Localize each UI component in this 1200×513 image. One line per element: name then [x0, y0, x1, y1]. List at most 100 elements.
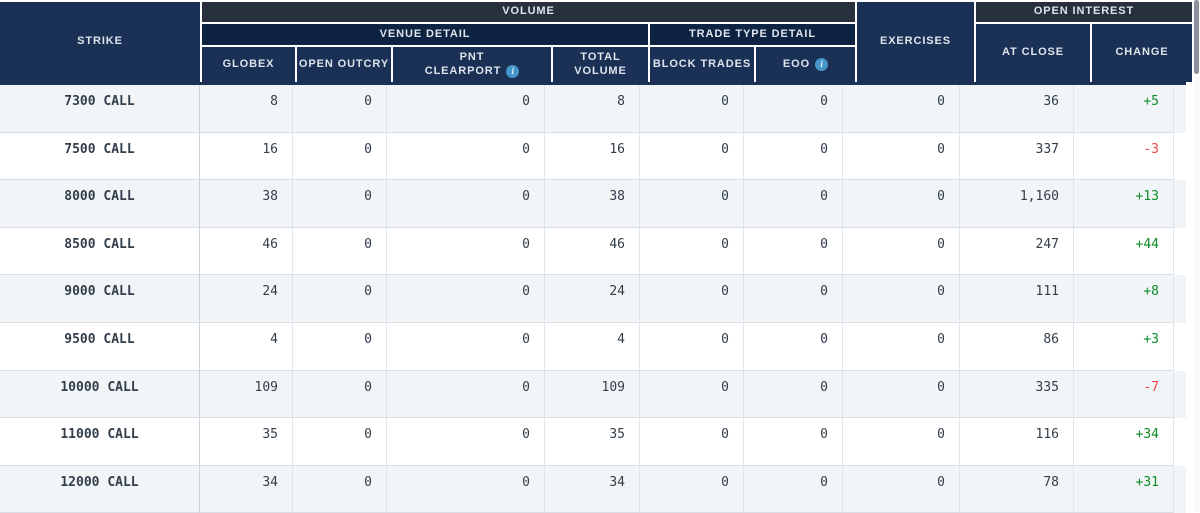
total-volume-cell: 4: [545, 322, 640, 371]
open-outcry-label: OPEN OUTCRY: [298, 57, 390, 70]
group-header-volume: VOLUME: [202, 2, 855, 22]
globex-cell: 24: [200, 275, 293, 323]
open-outcry-cell: 0: [293, 275, 387, 323]
globex-label: GLOBEX: [222, 57, 275, 70]
eoo-cell: 0: [744, 227, 843, 276]
table-row: 9500 CALL 4 0 0 4 0 0 0 86 +3: [0, 322, 1186, 371]
exercises-cell: 0: [843, 275, 960, 323]
globex-cell: 4: [200, 322, 293, 371]
change-cell: -7: [1074, 370, 1174, 419]
exercises-cell: 0: [843, 180, 960, 228]
total-volume-cell: 46: [545, 227, 640, 276]
at-close-cell: 1,160: [960, 180, 1074, 228]
block-trades-cell: 0: [640, 465, 744, 513]
globex-cell: 109: [200, 370, 293, 419]
block-trades-cell: 0: [640, 132, 744, 181]
strike-cell: 10000 CALL: [0, 370, 200, 419]
volume-label: VOLUME: [502, 5, 555, 18]
column-header-eoo: EOO i: [756, 47, 855, 82]
pnt-clearport-cell: 0: [387, 465, 545, 513]
eoo-info-icon[interactable]: i: [815, 58, 829, 71]
table-row: 11000 CALL 35 0 0 35 0 0 0 116 +34: [0, 418, 1186, 466]
globex-cell: 46: [200, 227, 293, 276]
eoo-label: EOO: [782, 57, 811, 70]
total-volume-cell: 109: [545, 370, 640, 419]
at-close-cell: 335: [960, 370, 1074, 419]
open-outcry-cell: 0: [293, 322, 387, 371]
change-cell: +5: [1074, 85, 1174, 133]
column-header-exercises: EXERCISES: [857, 2, 974, 82]
table-row: 10000 CALL 109 0 0 109 0 0 0 335 -7: [0, 370, 1186, 419]
open-outcry-cell: 0: [293, 418, 387, 466]
pnt-clearport-cell: 0: [387, 418, 545, 466]
strike-cell: 9500 CALL: [0, 322, 200, 371]
at-close-cell: 86: [960, 322, 1074, 371]
at-close-cell: 36: [960, 85, 1074, 133]
change-cell: +31: [1074, 465, 1174, 513]
pnt-label: PNT: [459, 50, 485, 63]
open-outcry-cell: 0: [293, 85, 387, 133]
at-close-cell: 111: [960, 275, 1074, 323]
total-volume-cell: 38: [545, 180, 640, 228]
eoo-cell: 0: [744, 132, 843, 181]
strike-cell: 7500 CALL: [0, 132, 200, 181]
column-header-open-outcry: OPEN OUTCRY: [297, 47, 391, 82]
change-label: CHANGE: [1115, 46, 1169, 59]
strike-label: STRIKE: [77, 35, 123, 48]
strike-cell: 8000 CALL: [0, 180, 200, 228]
at-close-cell: 337: [960, 132, 1074, 181]
block-trades-cell: 0: [640, 370, 744, 419]
open-outcry-cell: 0: [293, 180, 387, 228]
at-close-label: AT CLOSE: [1002, 46, 1064, 59]
column-header-at-close: AT CLOSE: [976, 24, 1090, 82]
eoo-cell: 0: [744, 85, 843, 133]
exercises-cell: 0: [843, 85, 960, 133]
globex-cell: 16: [200, 132, 293, 181]
pnt-clearport-cell: 0: [387, 275, 545, 323]
eoo-cell: 0: [744, 370, 843, 419]
pnt-clearport-info-icon[interactable]: i: [506, 64, 520, 78]
block-trades-label: BLOCK TRADES: [652, 57, 752, 70]
change-cell: +8: [1074, 275, 1174, 323]
group-header-trade-type-detail: TRADE TYPE DETAIL: [650, 24, 855, 45]
change-cell: +3: [1074, 322, 1174, 371]
vertical-scrollbar-track[interactable]: [1194, 0, 1200, 512]
block-trades-cell: 0: [640, 227, 744, 276]
table-row: 7300 CALL 8 0 0 8 0 0 0 36 +5: [0, 85, 1186, 133]
eoo-cell: 0: [744, 275, 843, 323]
open-interest-label: OPEN INTEREST: [1033, 5, 1135, 18]
total-volume-cell: 8: [545, 85, 640, 133]
eoo-cell: 0: [744, 418, 843, 466]
strike-cell: 7300 CALL: [0, 85, 200, 133]
open-outcry-cell: 0: [293, 132, 387, 181]
clearport-label: CLEARPORT: [424, 64, 502, 77]
pnt-clearport-cell: 0: [387, 180, 545, 228]
exercises-cell: 0: [843, 465, 960, 513]
globex-cell: 38: [200, 180, 293, 228]
trade-type-detail-label: TRADE TYPE DETAIL: [689, 27, 816, 40]
table-body: 7300 CALL 8 0 0 8 0 0 0 36 +5 7500 CALL …: [0, 85, 1186, 513]
at-close-cell: 78: [960, 465, 1074, 513]
table-row: 7500 CALL 16 0 0 16 0 0 0 337 -3: [0, 132, 1186, 181]
eoo-cell: 0: [744, 322, 843, 371]
open-outcry-cell: 0: [293, 227, 387, 276]
vertical-scrollbar-thumb[interactable]: [1194, 0, 1199, 74]
group-header-venue-detail: VENUE DETAIL: [202, 24, 648, 45]
column-header-total-volume: TOTAL VOLUME: [553, 47, 648, 82]
change-cell: +44: [1074, 227, 1174, 276]
column-header-globex: GLOBEX: [202, 47, 295, 82]
globex-cell: 34: [200, 465, 293, 513]
eoo-cell: 0: [744, 465, 843, 513]
strike-cell: 12000 CALL: [0, 465, 200, 513]
total-volume-label: TOTAL VOLUME: [574, 50, 627, 77]
open-outcry-cell: 0: [293, 370, 387, 419]
table-row: 12000 CALL 34 0 0 34 0 0 0 78 +31: [0, 465, 1186, 513]
total-volume-cell: 16: [545, 132, 640, 181]
eoo-cell: 0: [744, 180, 843, 228]
globex-cell: 8: [200, 85, 293, 133]
block-trades-cell: 0: [640, 85, 744, 133]
change-cell: +34: [1074, 418, 1174, 466]
block-trades-cell: 0: [640, 322, 744, 371]
block-trades-cell: 0: [640, 418, 744, 466]
